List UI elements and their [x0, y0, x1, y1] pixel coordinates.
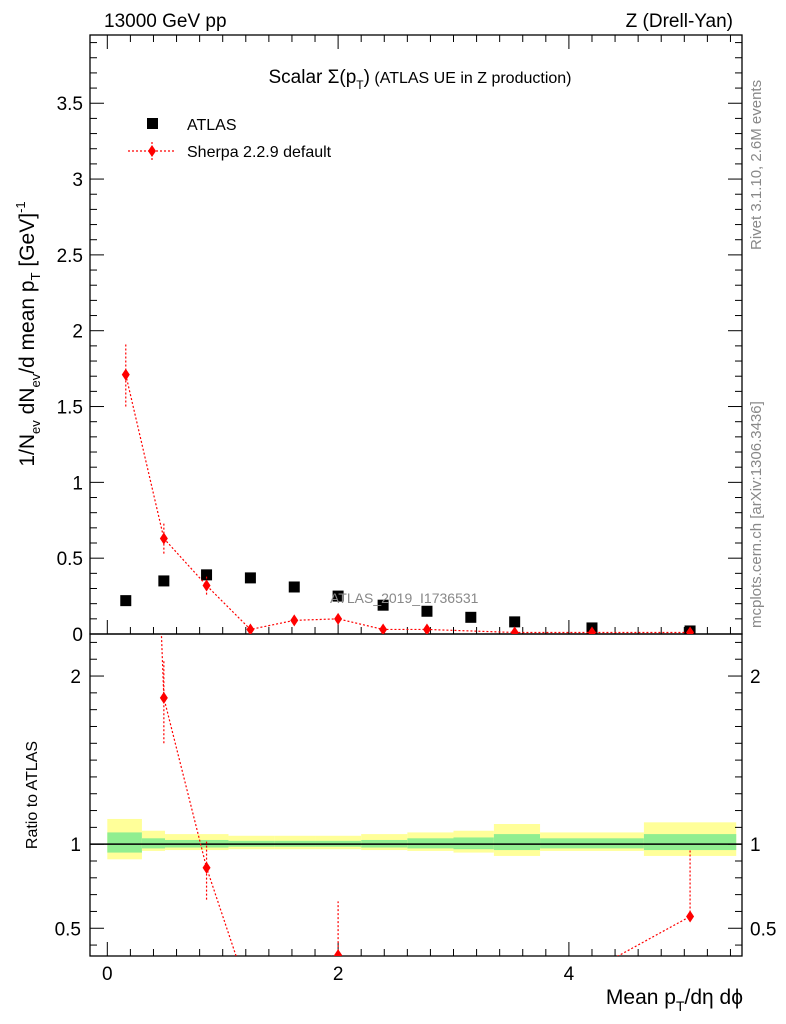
main-y-tick-label: 0.5	[57, 549, 83, 570]
ratio-y-axis-label: Ratio to ATLAS	[24, 741, 41, 849]
ratio-band-green	[141, 838, 166, 849]
sherpa-data-point	[202, 579, 211, 592]
header-left: 13000 GeV pp	[104, 11, 227, 32]
main-panel-data	[120, 342, 696, 634]
sherpa-data-point	[290, 614, 299, 627]
tick-labels: 0 0.5 1 1.5 2 2.5 3 3.5 0.5 0.5 1 1 2 2 0 2 4	[55, 94, 777, 985]
atlas-data-point	[288, 581, 300, 593]
ratio-panel-frame	[89, 633, 743, 957]
legend-sherpa-label: Sherpa 2.2.9 default	[187, 144, 332, 161]
ratio-panel-data	[159, 634, 695, 956]
ratio-y-tick-label-left: 1	[70, 835, 81, 856]
sherpa-data-point	[121, 368, 130, 381]
sherpa-data-point	[379, 623, 388, 634]
ratio-y-tick-label-right: 1	[750, 835, 761, 856]
atlas-data-point	[465, 611, 477, 623]
ratio-uncertainty-bands	[107, 818, 737, 860]
main-y-tick-label: 3	[72, 170, 83, 191]
legend-sherpa-marker	[148, 145, 156, 157]
ratio-band-green	[453, 837, 494, 850]
rivet-info: Rivet 3.1.10, 2.6M events	[748, 80, 765, 250]
sherpa-ratio-point	[686, 910, 695, 923]
ratio-band-green	[540, 838, 644, 849]
main-y-tick-label: 1	[72, 473, 83, 494]
main-y-tick-label: 3.5	[57, 94, 83, 115]
sherpa-data-point	[686, 626, 695, 634]
main-y-tick-label: 2	[72, 322, 83, 343]
sherpa-data-point	[159, 532, 168, 545]
sherpa-ratio-point	[159, 691, 168, 704]
ratio-y-tick-label-right: 0.5	[750, 919, 776, 940]
x-tick-label: 2	[333, 964, 344, 985]
sherpa-data-point	[246, 623, 255, 634]
ratio-y-tick-label-right: 2	[750, 667, 761, 688]
sherpa-data-point	[587, 626, 596, 634]
legend-atlas-marker	[147, 118, 158, 129]
atlas-data-point	[509, 616, 521, 628]
atlas-data-point	[120, 595, 132, 607]
atlas-data-point	[377, 599, 389, 611]
sherpa-data-point	[334, 612, 343, 625]
main-y-tick-label: 2.5	[57, 246, 83, 267]
sherpa-ratio-point	[334, 949, 343, 956]
atlas-data-point	[158, 575, 170, 587]
ratio-band-green	[407, 838, 454, 849]
chart-title: Scalar Σ(pT) (ATLAS UE in Z production)	[268, 67, 571, 92]
sherpa-data-point	[422, 623, 431, 634]
ratio-y-tick-label-left: 2	[70, 667, 81, 688]
atlas-data-point	[201, 569, 213, 581]
x-tick-label: 4	[564, 964, 575, 985]
x-tick-label: 0	[102, 964, 113, 985]
main-y-axis-label: 1/Nev dNev/d mean pT [GeV]-1	[13, 201, 43, 466]
mcplots-info: mcplots.cern.ch [arXiv:1306.3436]	[748, 401, 765, 628]
atlas-data-point	[332, 590, 344, 602]
ratio-band-green	[493, 834, 541, 851]
header-right: Z (Drell-Yan)	[626, 11, 733, 32]
legend: ATLAS Sherpa 2.2.9 default	[128, 117, 332, 161]
x-axis-label: Mean pT/dη dϕ	[606, 986, 743, 1014]
atlas-data-point	[421, 605, 433, 617]
legend-atlas-label: ATLAS	[187, 117, 237, 134]
axis-ticks	[90, 35, 742, 956]
analysis-watermark: ATLAS_2019_I1736531	[330, 590, 479, 606]
ratio-y-tick-label-left: 0.5	[55, 919, 81, 940]
ratio-band-green	[643, 834, 737, 851]
main-y-tick-label: 1.5	[57, 398, 83, 419]
axes-frames	[89, 34, 743, 957]
main-y-tick-label: 0	[72, 625, 83, 646]
sherpa-ratio-point	[202, 861, 211, 874]
ratio-band-green	[107, 832, 142, 853]
atlas-data-point	[244, 572, 256, 584]
sherpa-data-point	[510, 626, 519, 634]
